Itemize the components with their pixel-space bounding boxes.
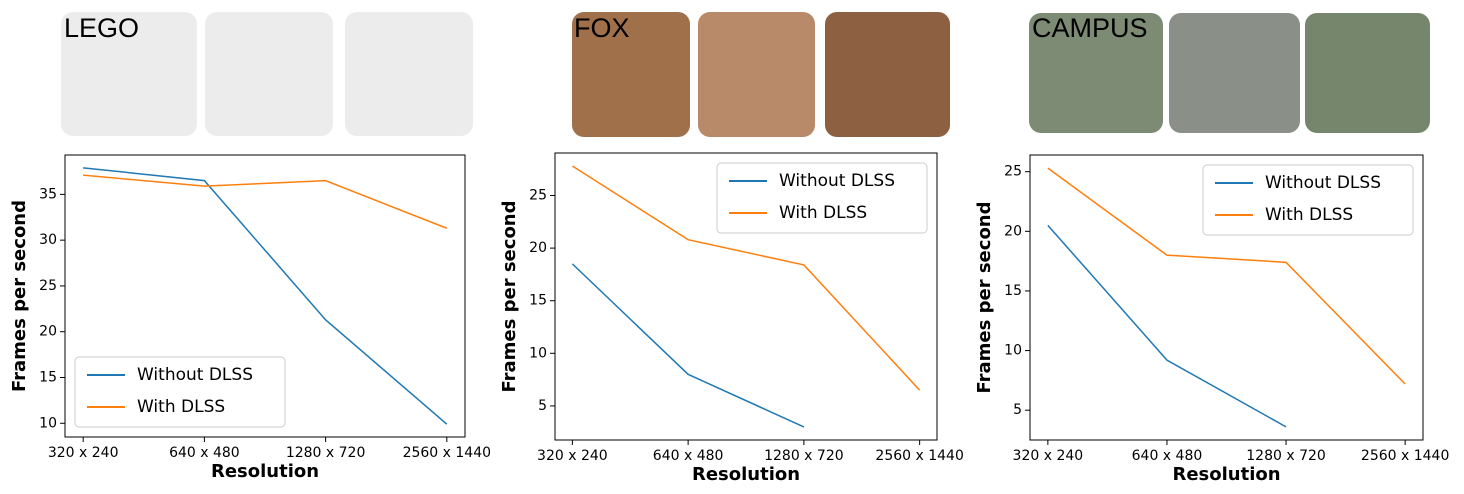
series-line bbox=[571, 165, 921, 391]
series-line bbox=[1047, 167, 1406, 385]
scene-label: CAMPUS bbox=[1032, 13, 1148, 43]
series-line bbox=[83, 174, 448, 229]
x-tick-label: 640 x 480 bbox=[169, 445, 240, 461]
x-axis-label: Resolution bbox=[1172, 464, 1280, 485]
plot-frame bbox=[1029, 154, 1424, 441]
scene-image bbox=[572, 12, 690, 137]
y-tick-label: 20 bbox=[39, 324, 57, 340]
x-tick-label: 320 x 240 bbox=[1013, 448, 1084, 464]
legend-label: With DLSS bbox=[1265, 205, 1353, 225]
x-tick-label: 1280 x 720 bbox=[286, 445, 366, 461]
x-tick-label: 1280 x 720 bbox=[1246, 448, 1326, 464]
y-axis-label: Frames per second bbox=[9, 200, 30, 392]
legend-label: Without DLSS bbox=[1265, 173, 1381, 193]
scene-image bbox=[1169, 13, 1300, 133]
series-line bbox=[1047, 224, 1287, 428]
x-tick-label: 320 x 240 bbox=[537, 448, 608, 464]
y-tick-label: 25 bbox=[1004, 164, 1022, 180]
legend-label: Without DLSS bbox=[779, 171, 895, 191]
scene-image bbox=[61, 12, 197, 136]
y-tick-label: 25 bbox=[529, 188, 547, 204]
legend-box bbox=[74, 356, 286, 428]
x-tick-label: 2560 x 1440 bbox=[875, 448, 963, 464]
y-tick-label: 20 bbox=[1004, 223, 1022, 239]
y-tick-label: 30 bbox=[39, 232, 57, 248]
scene-label: FOX bbox=[574, 13, 630, 43]
x-tick-label: 320 x 240 bbox=[48, 445, 119, 461]
y-tick-label: 15 bbox=[1004, 283, 1022, 299]
x-tick-label: 640 x 480 bbox=[653, 448, 724, 464]
legend-box bbox=[1202, 164, 1414, 236]
y-tick-label: 15 bbox=[529, 293, 547, 309]
x-axis-label: Resolution bbox=[211, 461, 319, 482]
legend-label: With DLSS bbox=[779, 203, 867, 223]
x-tick-label: 640 x 480 bbox=[1132, 448, 1203, 464]
series-line bbox=[83, 167, 448, 425]
scene-image bbox=[345, 12, 473, 136]
y-tick-label: 25 bbox=[39, 278, 57, 294]
y-tick-label: 20 bbox=[529, 240, 547, 256]
scene-image bbox=[825, 12, 950, 137]
x-tick-label: 1280 x 720 bbox=[764, 448, 844, 464]
y-tick-label: 10 bbox=[529, 345, 547, 361]
y-tick-label: 10 bbox=[1004, 343, 1022, 359]
y-tick-label: 15 bbox=[39, 369, 57, 385]
series-line bbox=[571, 263, 805, 428]
scene-label: LEGO bbox=[64, 13, 139, 43]
y-tick-label: 5 bbox=[538, 398, 547, 414]
scene-image bbox=[1305, 13, 1430, 133]
x-axis-label: Resolution bbox=[692, 464, 800, 485]
y-axis-label: Frames per second bbox=[499, 200, 520, 392]
x-tick-label: 2560 x 1440 bbox=[403, 445, 491, 461]
legend-label: With DLSS bbox=[137, 397, 225, 417]
y-tick-label: 10 bbox=[39, 415, 57, 431]
scene-image bbox=[1029, 13, 1163, 133]
legend-label: Without DLSS bbox=[137, 365, 253, 385]
plot-frame bbox=[64, 154, 466, 438]
plot-frame bbox=[554, 152, 938, 441]
y-axis-label: Frames per second bbox=[974, 201, 995, 393]
scene-image bbox=[698, 12, 815, 137]
y-tick-label: 35 bbox=[39, 186, 57, 202]
x-tick-label: 2560 x 1440 bbox=[1361, 448, 1449, 464]
y-tick-label: 5 bbox=[1013, 402, 1022, 418]
legend-box bbox=[716, 162, 928, 234]
scene-image bbox=[205, 12, 333, 136]
